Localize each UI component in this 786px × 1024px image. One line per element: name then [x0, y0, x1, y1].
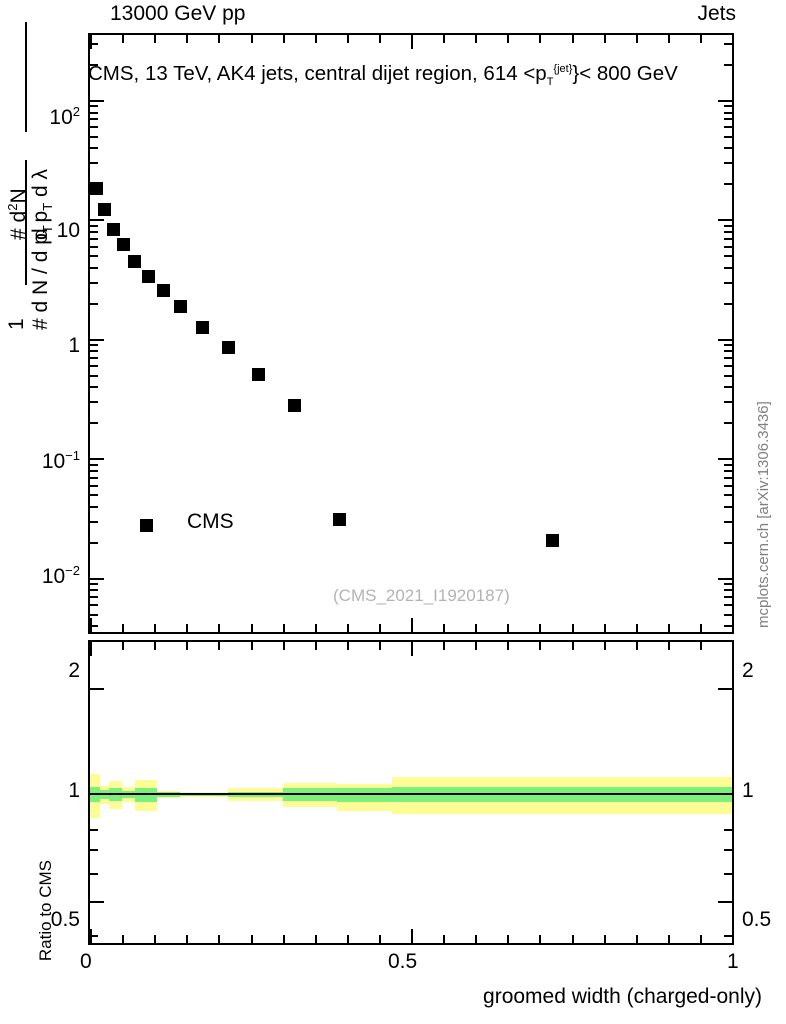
- main-plot-panel: [88, 33, 734, 634]
- data-point-marker: [545, 533, 559, 547]
- plot-title-sup: {jet}: [553, 63, 573, 76]
- data-point-marker: [89, 182, 103, 196]
- header-beam-energy: 13000 GeV pp: [110, 2, 246, 25]
- ratio-y-tick-label-05-left: 0.5: [50, 908, 80, 931]
- y-tick-label-1e2: 102: [49, 104, 80, 129]
- ratio-y-tick-label-2-left: 2: [68, 659, 80, 682]
- analysis-id-watermark: (CMS_2021_I1920187): [333, 586, 510, 605]
- data-point-marker: [97, 203, 111, 217]
- x-tick-label-0: 0: [80, 950, 92, 973]
- data-point-marker: [141, 270, 155, 284]
- data-point-marker: [128, 255, 142, 269]
- legend-marker-cms: [140, 519, 153, 532]
- plot-title: CMS, 13 TeV, AK4 jets, central dijet reg…: [88, 62, 678, 88]
- data-point-marker: [116, 238, 130, 252]
- data-point-marker: [221, 340, 235, 354]
- y-tick-label-1e-1: 10−1: [41, 448, 80, 473]
- y-tick-label-1e-2: 10−2: [41, 563, 80, 588]
- x-tick-label-1: 1: [727, 950, 739, 973]
- data-point-marker: [195, 320, 209, 334]
- data-point-marker: [174, 300, 188, 314]
- x-axis-label: groomed width (charged-only): [483, 985, 762, 1008]
- data-point-marker: [287, 399, 301, 413]
- y-tick-label-1: 1: [68, 334, 80, 357]
- legend-label-cms: CMS: [187, 510, 234, 533]
- ratio-y-tick-label-1-right: 1: [742, 779, 754, 802]
- ratio-y-tick-label-05-right: 0.5: [742, 908, 772, 931]
- fraction-bar-inner: [25, 22, 27, 132]
- plot-title-sub: T: [546, 76, 554, 89]
- x-tick-label-05: 0.5: [388, 950, 418, 973]
- data-point-marker: [156, 283, 170, 297]
- data-point-marker: [251, 368, 265, 382]
- data-point-marker: [106, 223, 120, 237]
- header-category: Jets: [697, 2, 736, 25]
- ratio-reference-line: [90, 793, 732, 796]
- ratio-y-tick-label-1-left: 1: [68, 779, 80, 802]
- y-tick-label-10: 10: [56, 219, 80, 242]
- ratio-y-tick-label-2-right: 2: [742, 659, 754, 682]
- plot-title-pre: CMS, 13 TeV, AK4 jets, central dijet reg…: [88, 62, 547, 85]
- fraction-bar-outer: [25, 160, 27, 285]
- data-point-marker: [332, 513, 346, 527]
- plot-title-post: }< 800 GeV: [572, 62, 678, 85]
